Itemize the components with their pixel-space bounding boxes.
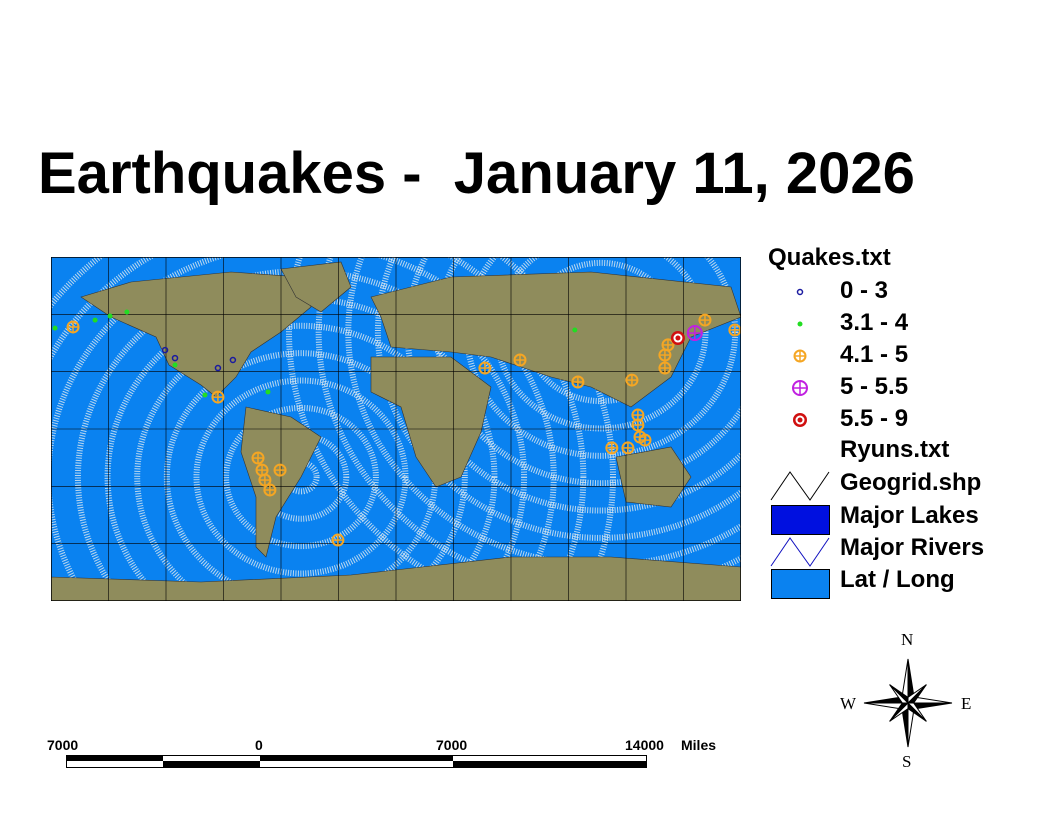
legend-latlong: Lat / Long xyxy=(840,566,955,593)
legend-ryuns-title: Ryuns.txt xyxy=(840,436,950,463)
rivers-symbol-icon xyxy=(770,537,830,567)
europe-asia xyxy=(370,271,741,408)
legend-class-label: 5.5 - 9 xyxy=(840,405,909,432)
legend-geogrid: Geogrid.shp xyxy=(840,469,982,496)
quake-markers xyxy=(52,309,741,547)
quake-marker xyxy=(605,441,619,455)
legend-class-label: 5 - 5.5 xyxy=(840,373,909,400)
quake-marker xyxy=(107,313,113,319)
geogrid-lines xyxy=(51,257,741,601)
lakes-swatch xyxy=(771,505,830,535)
quake-marker xyxy=(670,331,685,346)
quake-marker xyxy=(265,389,271,395)
quake-marker xyxy=(214,364,222,372)
north-america xyxy=(80,271,312,398)
quake-marker xyxy=(211,390,225,404)
legend-rivers: Major Rivers xyxy=(840,534,985,561)
scale-label: 0 xyxy=(255,737,263,753)
legend-class-label: 4.1 - 5 xyxy=(840,341,909,368)
compass-e: E xyxy=(961,694,972,713)
geogrid-symbol-icon xyxy=(770,471,830,501)
legend-quakes-title: Quakes.txt xyxy=(768,244,891,271)
australia xyxy=(615,446,692,508)
africa xyxy=(370,356,492,488)
quake-marker xyxy=(571,375,585,389)
quake-marker xyxy=(52,325,58,331)
legend-symbol-icon xyxy=(793,413,807,427)
quake-marker xyxy=(92,317,98,323)
quake-marker xyxy=(161,346,169,354)
quake-marker xyxy=(686,325,703,342)
quake-marker xyxy=(572,327,578,333)
legend-class-label: 3.1 - 4 xyxy=(840,309,909,336)
quake-marker xyxy=(625,373,639,387)
legend-symbol-icon xyxy=(796,288,804,296)
legend-symbol-icon xyxy=(797,321,803,327)
legend-symbol-icon xyxy=(793,349,807,363)
quake-marker xyxy=(621,441,635,455)
page-title: Earthquakes - January 11, 2026 xyxy=(38,141,915,206)
compass-rose-icon xyxy=(863,658,953,748)
quake-marker xyxy=(229,356,237,364)
scale-label: 14000 xyxy=(625,737,664,753)
scale-bar xyxy=(66,755,647,768)
scale-label: 7000 xyxy=(436,737,468,753)
greenland xyxy=(280,261,352,313)
legend-marker xyxy=(793,349,807,363)
legend-lakes: Major Lakes xyxy=(840,502,979,529)
quake-marker xyxy=(478,361,492,375)
quake-marker xyxy=(258,473,272,487)
scale-label: 7000 xyxy=(47,737,79,753)
legend-marker xyxy=(793,413,807,427)
quake-marker xyxy=(66,320,80,334)
quake-marker xyxy=(631,418,645,432)
quake-marker xyxy=(638,433,652,447)
quake-marker xyxy=(331,533,345,547)
scale-unit: Miles xyxy=(681,737,717,753)
legend-marker xyxy=(792,380,808,396)
quake-marker xyxy=(172,362,178,368)
compass-n: N xyxy=(901,630,914,649)
legend-marker xyxy=(797,321,803,327)
quake-marker xyxy=(728,323,741,337)
quake-marker xyxy=(698,313,712,327)
legend-class-label: 0 - 3 xyxy=(840,277,889,304)
quake-marker xyxy=(513,353,527,367)
world-map xyxy=(51,257,741,601)
quake-marker xyxy=(202,392,208,398)
compass-s: S xyxy=(902,752,912,771)
quake-marker xyxy=(273,463,287,477)
legend-symbol-icon xyxy=(792,380,808,396)
quake-marker xyxy=(263,483,277,497)
quake-marker xyxy=(124,309,130,315)
quake-marker xyxy=(658,361,672,375)
quake-marker xyxy=(661,338,675,352)
quake-marker xyxy=(251,451,265,465)
legend-marker xyxy=(796,288,804,296)
latlong-swatch xyxy=(771,569,830,599)
quake-marker xyxy=(171,354,179,362)
compass-w: W xyxy=(840,694,857,713)
